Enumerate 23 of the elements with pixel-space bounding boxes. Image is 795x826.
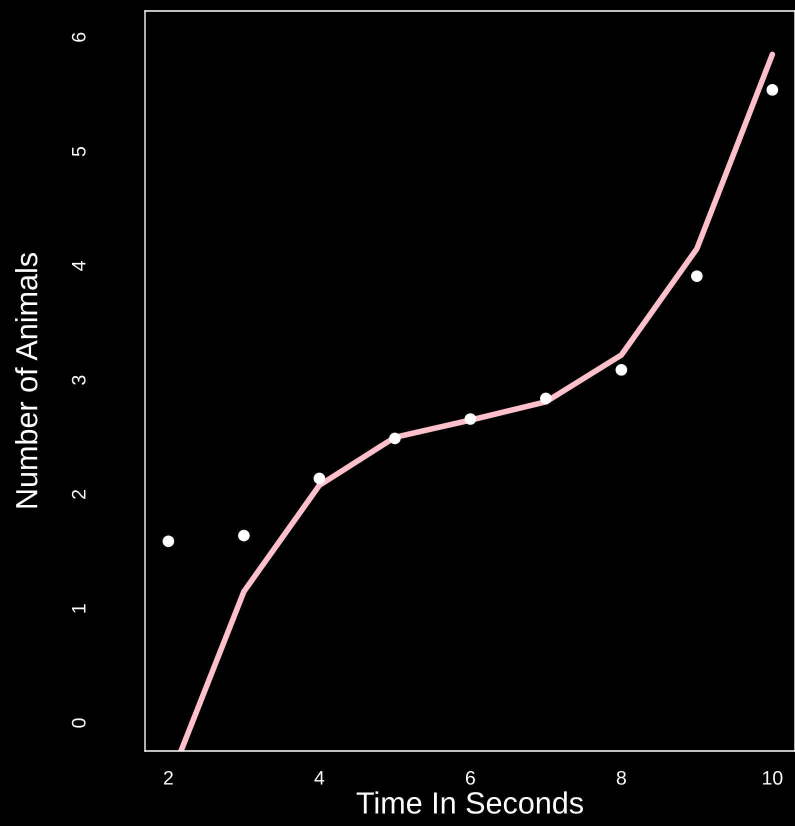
y-tick-label: 6 xyxy=(72,32,86,42)
point xyxy=(464,413,476,425)
x-tick-label: 6 xyxy=(466,770,475,785)
point xyxy=(389,432,401,444)
y-tick-label: 2 xyxy=(72,490,86,499)
y-axis-title: Number of Animals xyxy=(15,253,38,508)
y-tick-label: 0 xyxy=(72,718,86,728)
point xyxy=(766,84,778,96)
y-tick-label: 3 xyxy=(72,376,86,385)
y-tick-label: 5 xyxy=(72,146,86,156)
point xyxy=(314,472,326,484)
y-tick-label: 4 xyxy=(72,261,86,271)
y-tick-label: 1 xyxy=(72,604,86,613)
point xyxy=(691,270,703,282)
point xyxy=(162,535,174,548)
x-tick-label: 4 xyxy=(314,771,324,785)
x-axis-title: Time In Seconds xyxy=(356,791,583,814)
x-tick-label: 8 xyxy=(616,770,626,785)
x-tick-label: 10 xyxy=(763,770,782,785)
point xyxy=(616,364,628,376)
point xyxy=(238,530,250,542)
x-tick-label: 2 xyxy=(164,770,173,785)
point xyxy=(540,392,552,404)
